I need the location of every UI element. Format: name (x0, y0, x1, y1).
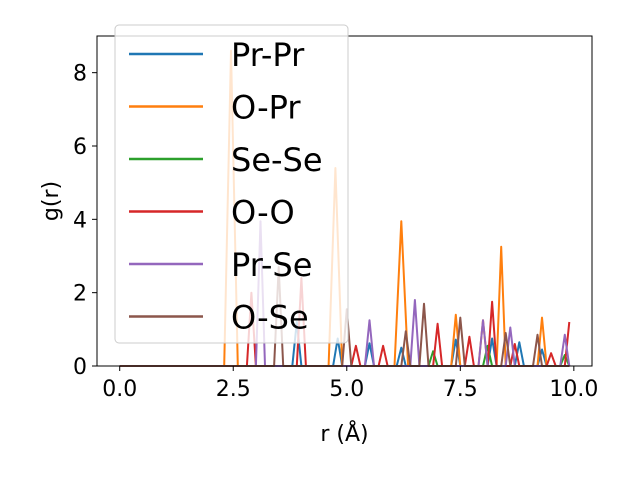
legend-label: O-Se (231, 299, 309, 337)
y-axis-ticks: 0 2 4 6 8 (73, 62, 97, 380)
legend-label: Pr-Pr (231, 36, 305, 74)
x-tick-label: 7.5 (443, 377, 478, 402)
legend-label: Pr-Se (231, 246, 312, 284)
y-tick-label: 8 (73, 62, 87, 87)
legend-label: O-Pr (231, 89, 301, 127)
legend-label: Se-Se (231, 141, 323, 179)
y-tick-label: 6 (73, 135, 87, 160)
x-axis-ticks: 0.0 2.5 5.0 7.5 10.0 (102, 366, 598, 402)
legend: Pr-Pr O-Pr Se-Se O-O Pr-Se O-Se (114, 24, 349, 344)
y-tick-label: 4 (73, 208, 87, 233)
x-tick-label: 5.0 (329, 377, 364, 402)
series-line-2 (119, 344, 571, 367)
legend-label: O-O (231, 194, 295, 232)
x-tick-label: 2.5 (216, 377, 251, 402)
y-tick-label: 0 (73, 355, 87, 380)
x-tick-label: 10.0 (549, 377, 598, 402)
y-axis-label: g(r) (39, 181, 64, 221)
x-axis-label: r (Å) (320, 420, 368, 447)
y-tick-label: 2 (73, 282, 87, 307)
x-tick-label: 0.0 (102, 377, 137, 402)
